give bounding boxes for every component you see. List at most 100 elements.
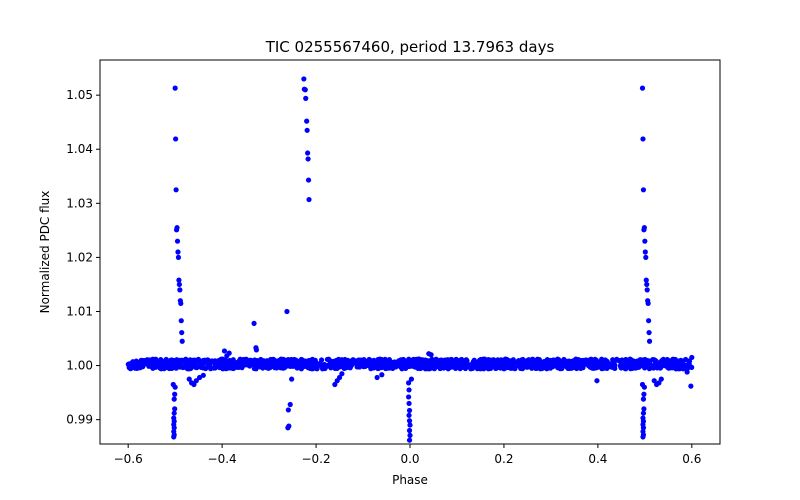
data-point	[641, 391, 647, 397]
data-point	[125, 361, 131, 367]
data-point	[641, 225, 647, 231]
data-point	[408, 357, 414, 363]
data-point	[496, 362, 502, 368]
data-point	[555, 365, 561, 371]
data-point	[644, 281, 650, 288]
data-point	[574, 365, 580, 372]
data-point	[644, 287, 650, 293]
data-point	[583, 361, 589, 367]
data-point	[171, 396, 177, 402]
data-point	[288, 356, 295, 363]
data-point	[686, 358, 692, 364]
data-point	[303, 95, 309, 101]
data-point	[621, 362, 628, 368]
data-point	[406, 418, 413, 424]
data-point	[384, 361, 390, 367]
data-point	[642, 249, 648, 255]
data-point	[226, 365, 232, 371]
data-point	[177, 287, 183, 293]
data-point	[179, 338, 185, 344]
data-point	[304, 127, 310, 133]
data-point	[541, 358, 547, 365]
data-points	[125, 76, 695, 443]
data-point	[304, 362, 311, 368]
data-point	[305, 177, 312, 183]
data-point	[192, 357, 199, 364]
y-tick-label: 1.02	[66, 250, 93, 264]
data-point	[187, 357, 193, 363]
data-point	[175, 254, 182, 261]
data-point	[285, 425, 291, 431]
data-point	[684, 365, 691, 371]
data-point	[646, 318, 652, 324]
data-point	[544, 365, 550, 372]
data-point	[351, 360, 358, 366]
data-point	[178, 300, 184, 306]
data-point	[276, 364, 282, 370]
data-point	[637, 357, 643, 363]
data-point	[173, 364, 179, 371]
data-point	[497, 358, 503, 364]
data-point	[339, 371, 345, 377]
data-point	[668, 360, 675, 367]
data-point	[390, 364, 396, 371]
data-point	[146, 358, 152, 365]
data-point	[314, 362, 320, 368]
data-point	[186, 376, 192, 382]
data-point	[594, 378, 600, 384]
data-point	[641, 406, 647, 412]
y-tick-label: 1.01	[66, 304, 93, 318]
data-point	[221, 348, 228, 354]
x-tick-label: −0.6	[114, 452, 143, 466]
data-point	[689, 354, 695, 361]
x-axis-ticks: −0.6 −0.4 −0.2 0.0 0.2 0.4 0.6	[114, 444, 701, 466]
data-point	[305, 156, 311, 162]
data-point	[139, 360, 145, 366]
data-point	[612, 358, 618, 364]
data-point	[253, 365, 259, 371]
data-point	[488, 365, 494, 371]
data-point	[420, 359, 426, 365]
data-point	[640, 187, 647, 193]
data-point	[640, 410, 647, 416]
data-point	[476, 359, 482, 365]
data-point	[487, 361, 493, 368]
data-point	[170, 361, 176, 367]
data-point	[336, 356, 342, 363]
data-point	[166, 364, 173, 371]
data-point	[172, 391, 178, 397]
data-point	[639, 381, 646, 388]
data-point	[589, 363, 595, 369]
data-point	[172, 406, 178, 412]
data-point	[256, 358, 262, 365]
data-point	[434, 357, 440, 363]
data-point	[160, 362, 166, 368]
data-point	[304, 118, 310, 124]
y-tick-label: 1.05	[66, 88, 93, 102]
data-point	[171, 410, 177, 416]
data-point	[174, 238, 181, 244]
data-point	[555, 356, 561, 362]
data-point	[639, 85, 646, 91]
data-point	[175, 249, 181, 255]
y-tick-label: 1.00	[66, 359, 93, 373]
data-point	[643, 277, 649, 283]
data-point	[129, 361, 135, 368]
data-point	[374, 374, 380, 381]
data-point	[172, 85, 178, 91]
data-point	[173, 136, 179, 142]
data-point	[523, 358, 530, 364]
data-point	[171, 425, 177, 431]
data-point	[646, 338, 653, 344]
data-point	[205, 357, 211, 363]
data-point	[523, 363, 529, 369]
data-point	[287, 401, 293, 408]
data-point	[407, 422, 413, 428]
data-point	[664, 357, 670, 363]
data-point	[173, 187, 179, 193]
data-point	[231, 365, 237, 371]
data-point	[536, 364, 542, 370]
data-point	[406, 363, 413, 370]
data-point	[479, 365, 486, 371]
